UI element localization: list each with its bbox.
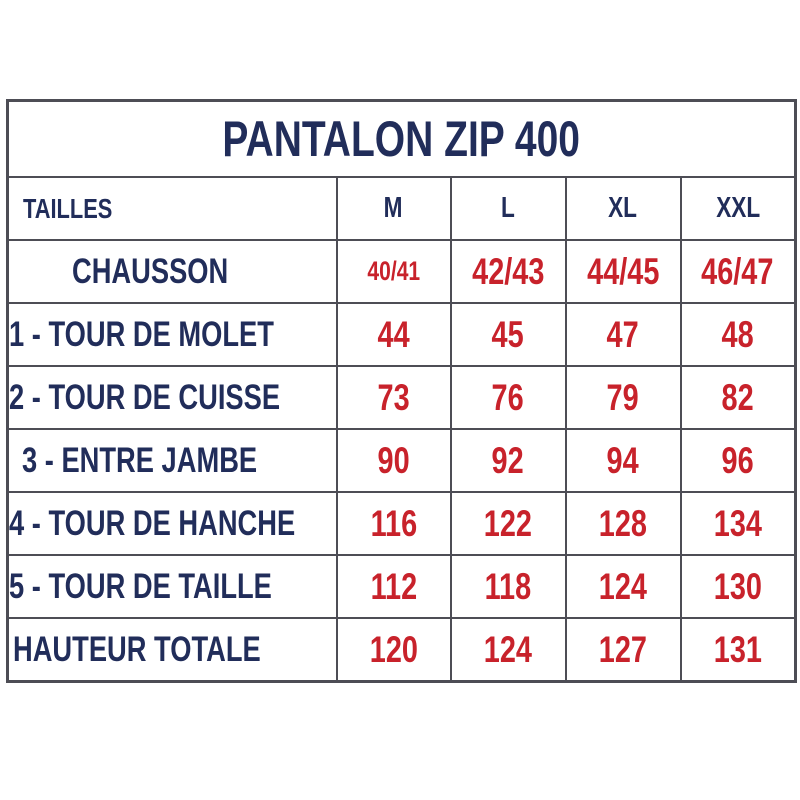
value-cell: 128 [564,491,682,556]
value-cell: 124 [564,554,682,619]
value-cell: 122 [449,491,567,556]
value-cell: 79 [564,365,682,430]
row-label: 2 - TOUR DE CUISSE [6,365,338,430]
value-cell: 92 [449,428,567,493]
value-cell: 131 [679,617,797,682]
value-cell: 90 [335,428,452,493]
table-row-tour-de-taille: 5 - TOUR DE TAILLE 112 118 124 130 [6,554,797,619]
value-cell: 46/47 [679,239,797,304]
header-row: TAILLES M L XL XXL [6,176,797,241]
table-row-tour-de-molet: 1 - TOUR DE MOLET 44 45 47 48 [6,302,797,367]
row-label: CHAUSSON [6,239,338,304]
value-cell: 82 [679,365,797,430]
row-label: HAUTEUR TOTALE [6,617,338,682]
column-header-l: L [449,176,567,241]
value-cell: 96 [679,428,797,493]
value-cell: 134 [679,491,797,556]
title-cell: PANTALON ZIP 400 [6,99,797,178]
row-label: 5 - TOUR DE TAILLE [6,554,338,619]
value-cell: 42/43 [449,239,567,304]
value-cell: 124 [449,617,567,682]
value-cell: 120 [335,617,452,682]
page-title: PANTALON ZIP 400 [222,111,581,167]
value-cell: 47 [564,302,682,367]
table-row-entre-jambe: 3 - ENTRE JAMBE 90 92 94 96 [6,428,797,493]
value-cell: 112 [335,554,452,619]
value-cell: 73 [335,365,452,430]
title-row: PANTALON ZIP 400 [6,99,797,178]
column-header-tailles: TAILLES [6,176,338,241]
column-header-xl: XL [564,176,682,241]
value-cell: 76 [449,365,567,430]
value-cell: 40/41 [335,239,452,304]
column-header-m: M [335,176,452,241]
value-cell: 116 [335,491,452,556]
table-row-tour-de-cuisse: 2 - TOUR DE CUISSE 73 76 79 82 [6,365,797,430]
value-cell: 118 [449,554,567,619]
value-cell: 127 [564,617,682,682]
value-cell: 44/45 [564,239,682,304]
value-cell: 94 [564,428,682,493]
value-cell: 48 [679,302,797,367]
value-cell: 130 [679,554,797,619]
column-header-xxl: XXL [679,176,797,241]
size-chart-table: PANTALON ZIP 400 TAILLES M L XL XXL [6,99,798,683]
table-row-tour-de-hanche: 4 - TOUR DE HANCHE 116 122 128 134 [6,491,797,556]
row-label: 1 - TOUR DE MOLET [6,302,338,367]
table-row-chausson: CHAUSSON 40/41 42/43 44/45 46/47 [6,239,797,304]
row-label: 3 - ENTRE JAMBE [6,428,338,493]
value-cell: 44 [335,302,452,367]
table-row-hauteur-totale: HAUTEUR TOTALE 120 124 127 131 [6,617,797,682]
value-cell: 45 [449,302,567,367]
row-label: 4 - TOUR DE HANCHE [6,491,338,556]
